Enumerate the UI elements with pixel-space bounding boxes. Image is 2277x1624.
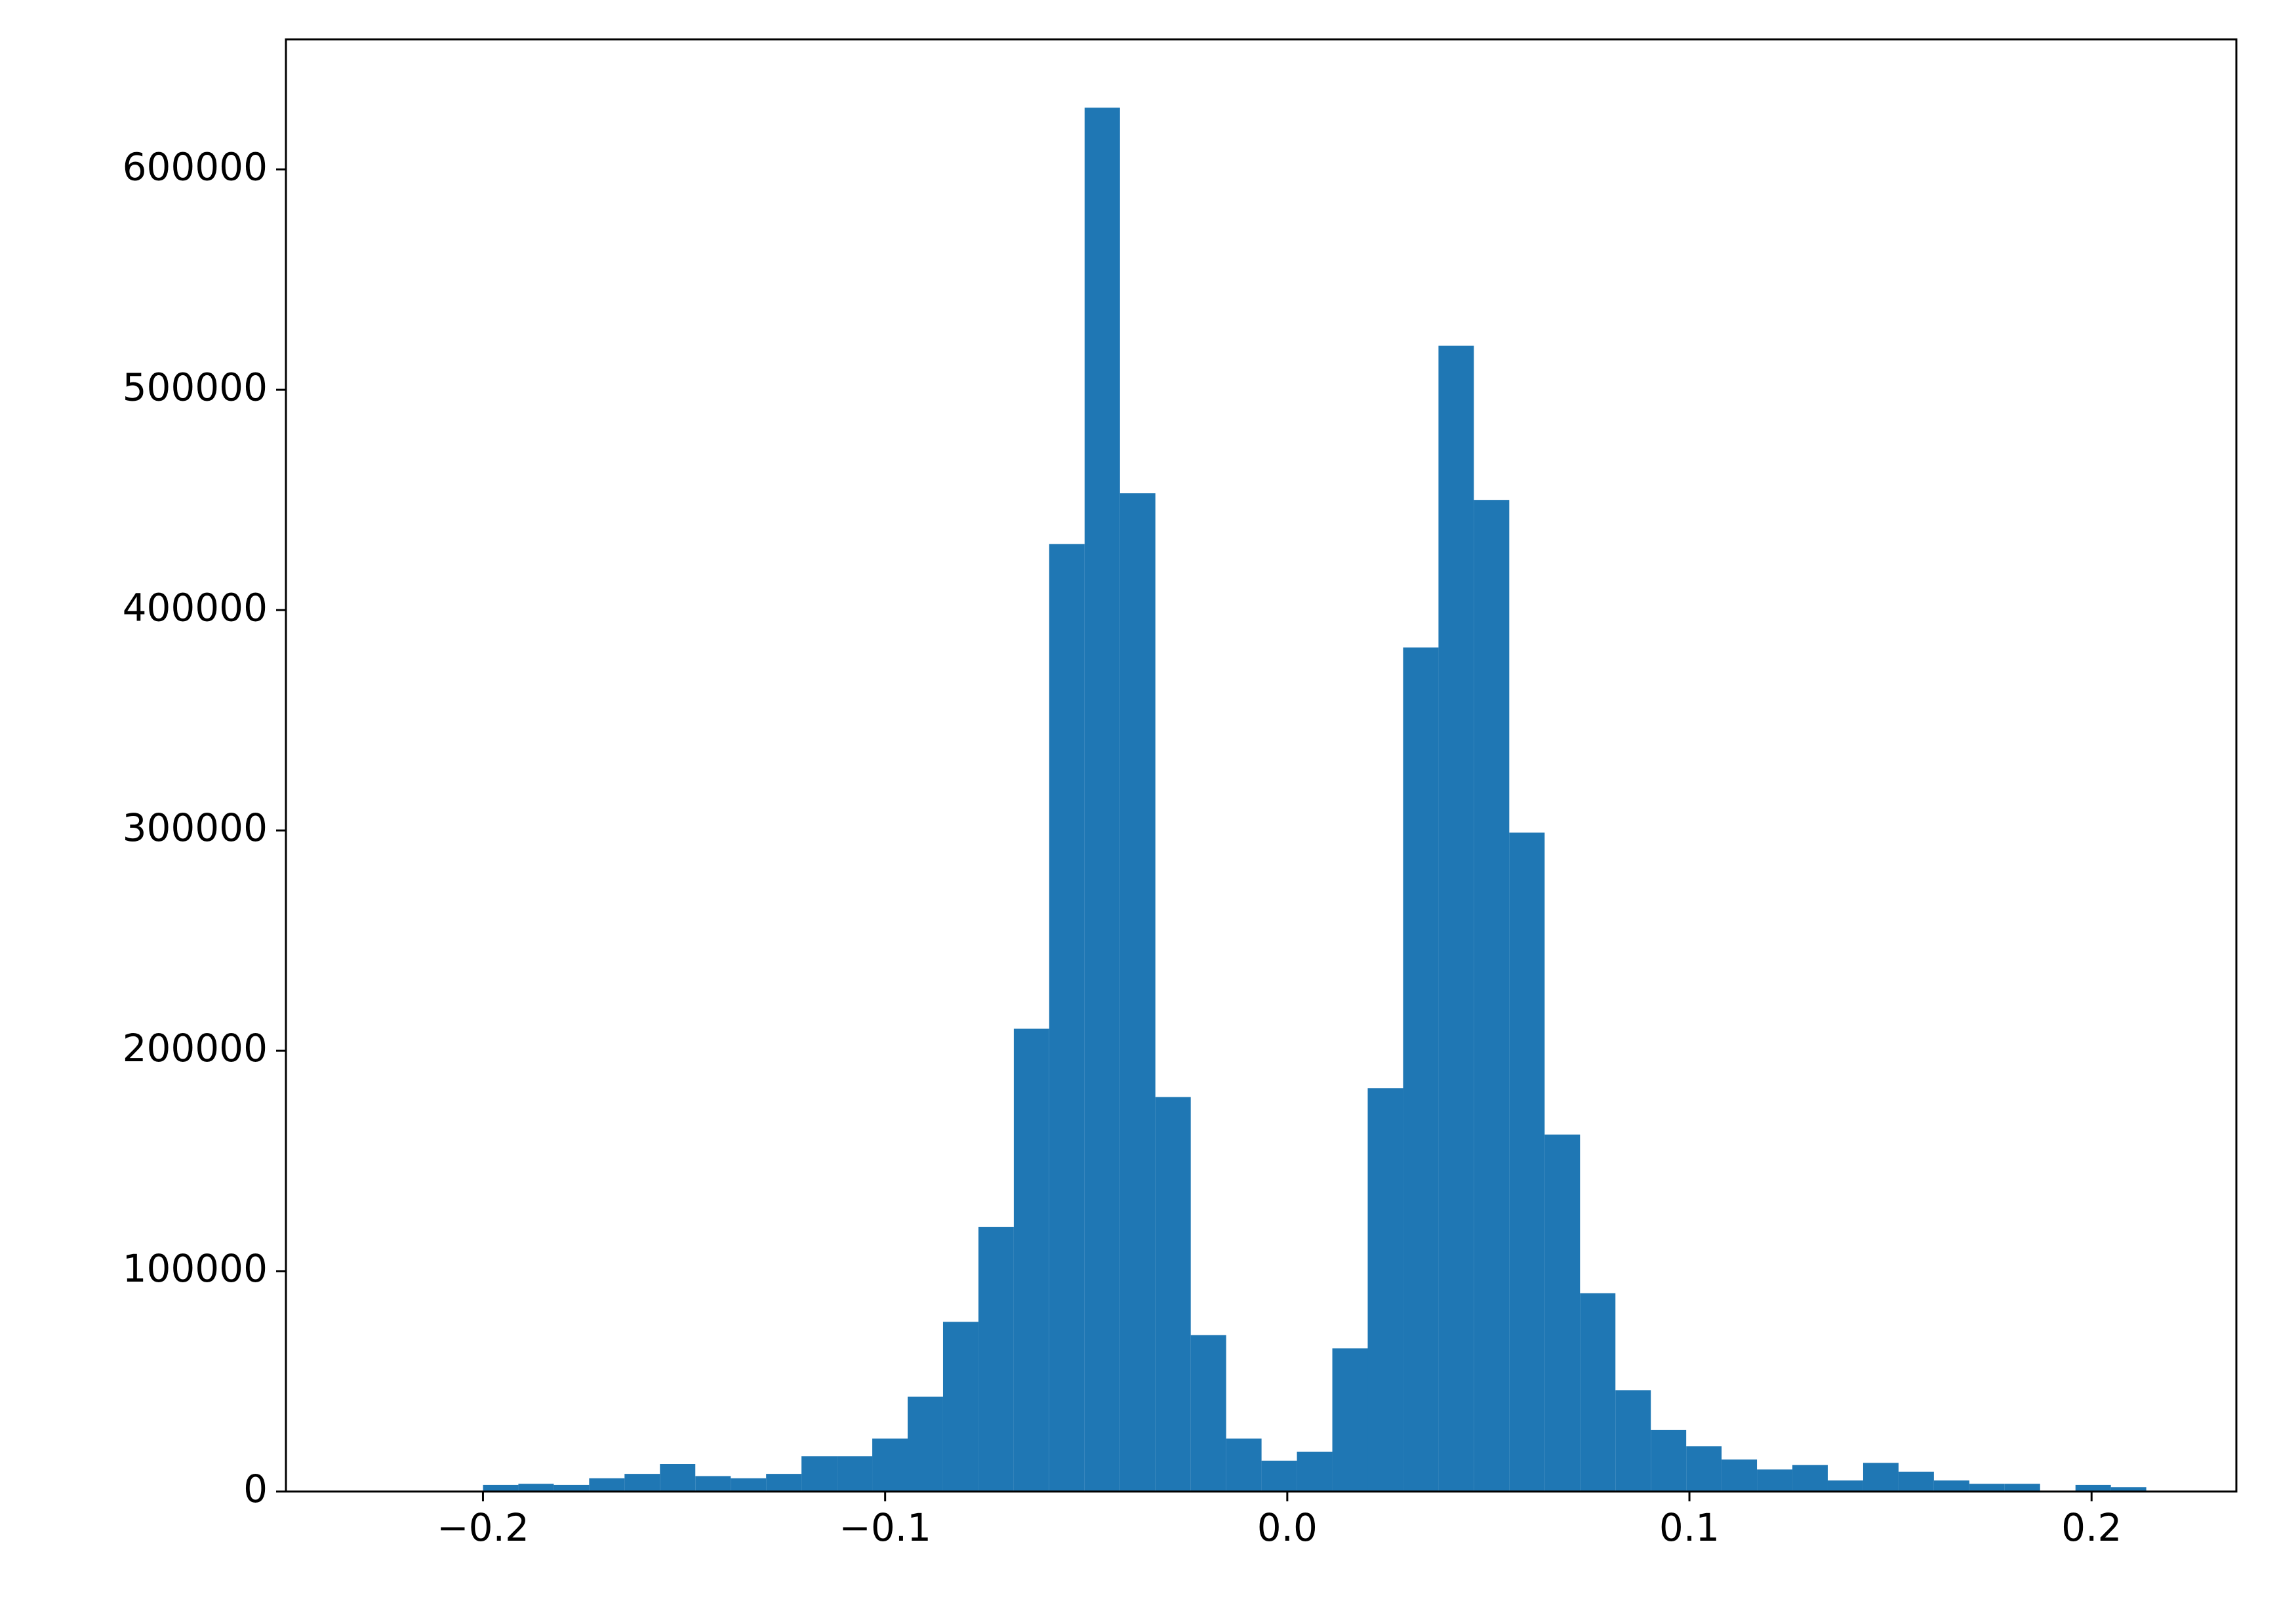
bar <box>624 1474 660 1492</box>
bar <box>1474 500 1510 1492</box>
plot-area <box>483 108 2146 1492</box>
bar <box>1580 1293 1616 1492</box>
bar <box>483 1484 519 1492</box>
bar <box>1261 1460 1297 1492</box>
bar <box>1686 1446 1722 1492</box>
bar <box>942 1322 978 1492</box>
y-tick-label: 300000 <box>123 805 268 850</box>
x-tick-label: −0.2 <box>437 1505 529 1550</box>
x-tick-label: −0.1 <box>839 1505 931 1550</box>
bar <box>1332 1348 1368 1492</box>
bar <box>1403 647 1439 1492</box>
y-tick-label: 100000 <box>123 1246 268 1291</box>
bar <box>801 1456 837 1492</box>
bar <box>1084 108 1120 1492</box>
axes-frame <box>285 38 2238 1493</box>
bar <box>1049 544 1085 1492</box>
y-tick-label: 200000 <box>123 1026 268 1070</box>
y-tick-label: 500000 <box>123 365 268 409</box>
bar <box>1792 1465 1828 1492</box>
bar <box>766 1474 802 1492</box>
y-tick-label: 600000 <box>123 144 268 189</box>
bar <box>2075 1484 2111 1492</box>
bar <box>660 1464 696 1492</box>
bar <box>1544 1134 1581 1492</box>
bar <box>1226 1438 1262 1492</box>
bar <box>908 1396 943 1492</box>
x-tick-label: 0.1 <box>1659 1505 1720 1550</box>
bar <box>1827 1480 1863 1492</box>
bar <box>837 1456 873 1492</box>
bar <box>518 1484 554 1492</box>
bar <box>1190 1335 1226 1492</box>
x-tick-label: 0.2 <box>2061 1505 2122 1550</box>
bar <box>1722 1459 1758 1492</box>
bar <box>1438 345 1474 1492</box>
bar <box>1615 1390 1651 1492</box>
bar <box>1297 1451 1333 1492</box>
y-tick-label: 400000 <box>123 585 268 630</box>
y-tick-label: 0 <box>243 1467 268 1511</box>
bar <box>1509 832 1545 1492</box>
bar <box>731 1478 767 1492</box>
bar <box>978 1227 1014 1492</box>
bar <box>2110 1487 2146 1492</box>
bar <box>1651 1429 1687 1492</box>
bar <box>589 1478 625 1492</box>
bar <box>1367 1088 1403 1492</box>
bar <box>695 1476 731 1492</box>
bar <box>554 1484 590 1492</box>
bar <box>1898 1471 1934 1492</box>
bar <box>1119 493 1156 1492</box>
bar <box>1013 1028 1049 1492</box>
x-tick-label: 0.0 <box>1257 1505 1318 1550</box>
bar <box>1933 1480 1969 1492</box>
bar <box>872 1438 908 1492</box>
bar <box>1757 1469 1793 1492</box>
bar <box>1863 1463 1899 1492</box>
bar <box>1969 1484 2005 1492</box>
bar <box>2004 1484 2040 1492</box>
bar <box>1155 1097 1191 1492</box>
